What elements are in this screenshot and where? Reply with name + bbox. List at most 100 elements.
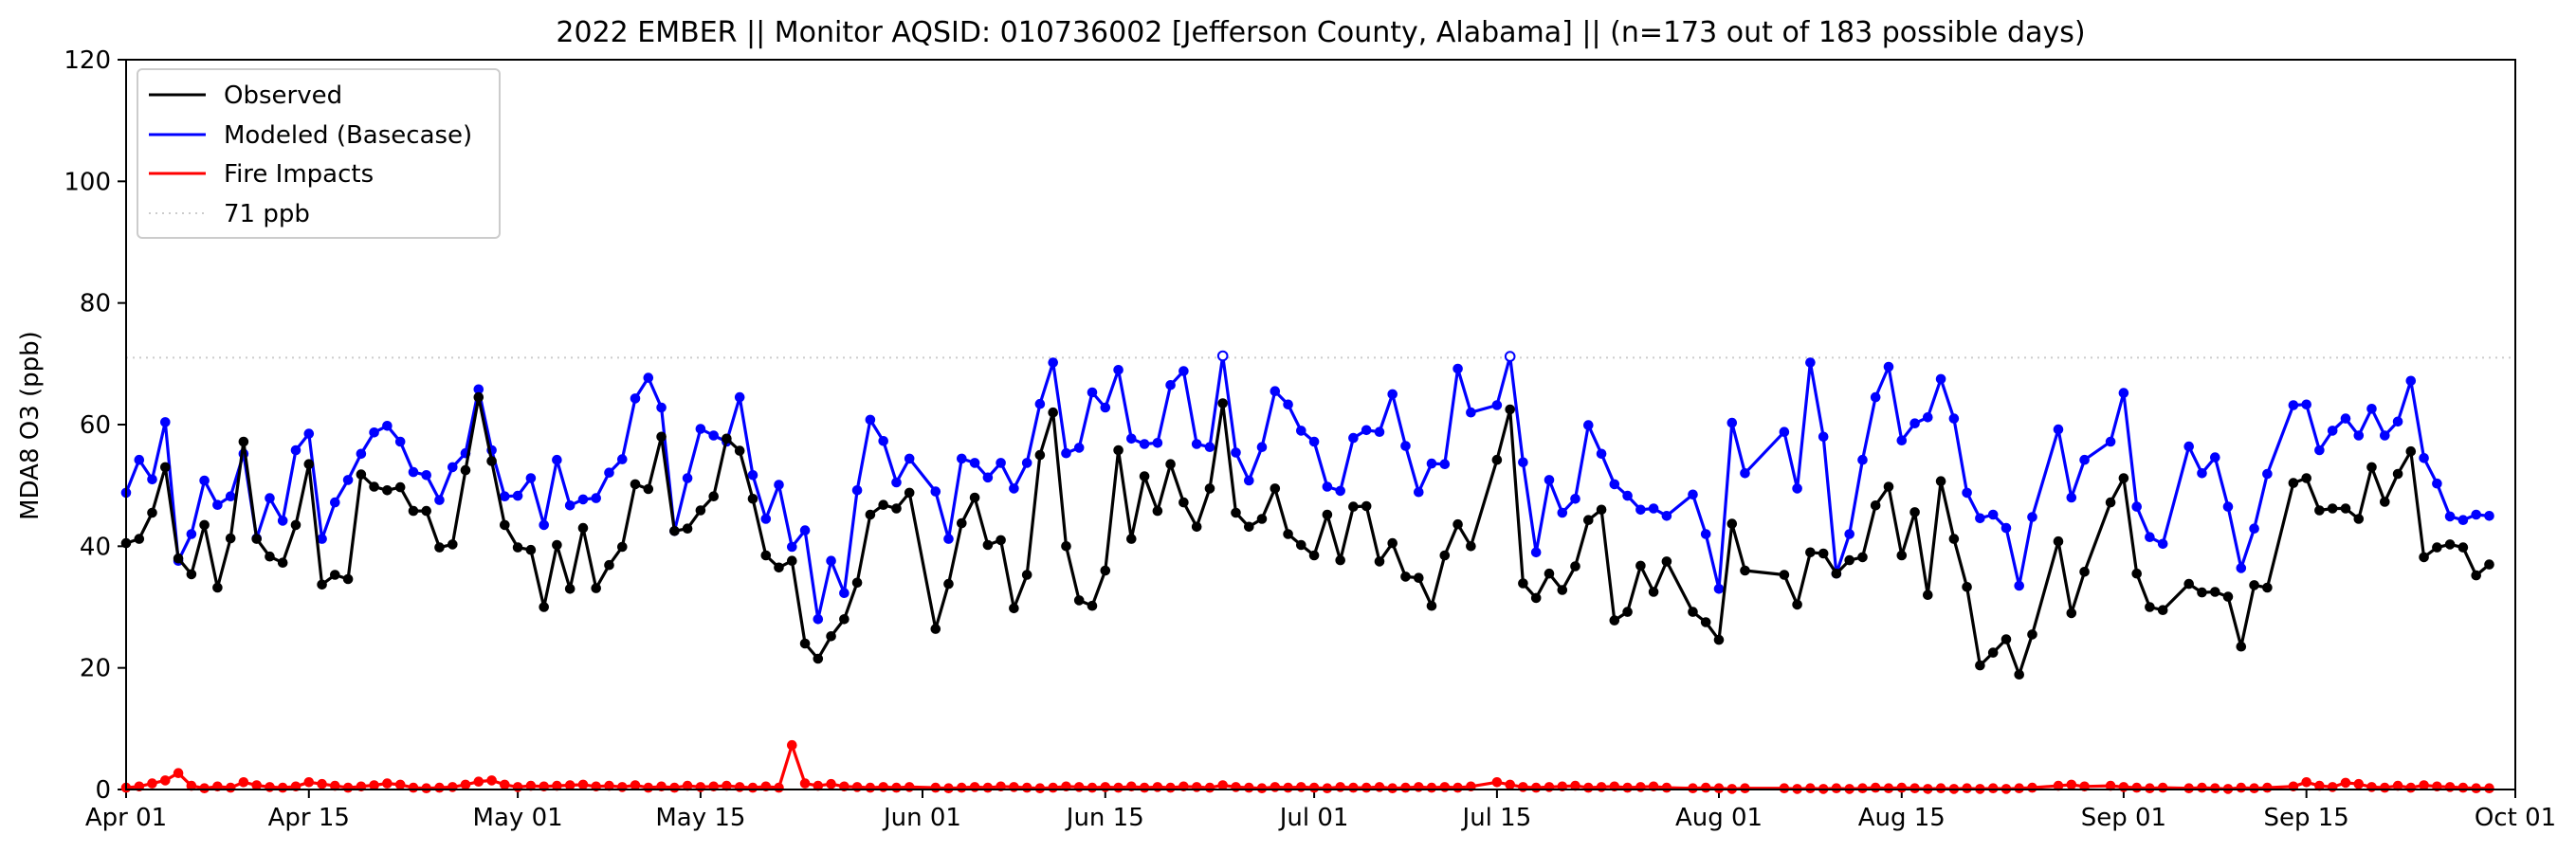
data-point-fire-impacts — [317, 778, 327, 789]
data-point-modeled-basecase — [1648, 503, 1659, 514]
data-point-modeled-basecase — [1857, 454, 1868, 465]
data-point-modeled-basecase — [1948, 413, 1960, 424]
data-point-fire-impacts — [2236, 782, 2247, 793]
data-point-observed — [434, 542, 445, 553]
data-point-observed — [1713, 634, 1725, 645]
data-point-observed — [2079, 567, 2090, 577]
data-point-modeled-basecase — [1034, 398, 1046, 409]
data-point-modeled-basecase — [708, 430, 720, 441]
data-point-observed — [1870, 500, 1881, 511]
data-point-modeled-basecase — [1896, 435, 1908, 446]
data-point-observed — [2210, 587, 2220, 597]
data-point-fire-impacts — [630, 780, 641, 790]
data-point-fire-impacts — [1361, 782, 1372, 793]
data-point-observed — [448, 539, 458, 550]
data-point-fire-impacts — [1805, 783, 1816, 794]
data-point-observed — [1844, 554, 1854, 566]
data-point-observed — [1244, 521, 1254, 533]
data-point-modeled-basecase — [2197, 468, 2207, 479]
data-point-observed — [799, 638, 811, 649]
x-tick-label: Apr 01 — [85, 804, 167, 832]
data-point-observed — [1439, 550, 1451, 561]
data-point-fire-impacts — [1491, 777, 1503, 788]
data-point-fire-impacts — [1857, 783, 1868, 794]
data-point-modeled-basecase — [2366, 404, 2377, 414]
series-observed — [120, 391, 2494, 681]
data-point-observed — [1374, 556, 1385, 567]
data-point-observed — [2157, 605, 2168, 616]
data-point-fire-impacts — [369, 780, 379, 790]
data-point-observed — [539, 602, 550, 612]
data-point-observed — [722, 433, 732, 445]
data-point-modeled-basecase — [1021, 458, 1032, 468]
data-point-observed — [1270, 483, 1281, 494]
data-point-modeled-basecase — [408, 466, 419, 478]
data-point-modeled-basecase — [813, 614, 824, 625]
data-point-fire-impacts — [1283, 782, 1293, 793]
data-point-modeled-basecase — [160, 417, 171, 427]
data-point-observed — [774, 562, 784, 573]
data-point-fire-impacts — [1870, 782, 1881, 793]
data-point-observed — [891, 503, 902, 514]
data-point-observed — [1491, 454, 1503, 465]
data-point-observed — [2236, 641, 2247, 652]
data-point-fire-impacts — [238, 777, 249, 788]
data-point-observed — [969, 492, 980, 503]
data-point-modeled-basecase — [512, 490, 523, 501]
data-point-modeled-basecase — [682, 473, 693, 483]
data-point-modeled-basecase — [1308, 436, 1320, 447]
data-point-modeled-basecase — [1452, 363, 1463, 374]
data-point-observed — [787, 555, 797, 567]
data-point-observed — [369, 481, 379, 492]
data-point-observed — [2183, 578, 2194, 590]
data-point-observed — [996, 535, 1006, 546]
data-point-observed — [813, 653, 824, 664]
data-point-observed — [1387, 537, 1398, 549]
data-point-fire-impacts — [1688, 783, 1698, 794]
data-point-modeled-basecase — [904, 453, 915, 464]
data-point-observed — [1073, 595, 1085, 606]
data-point-fire-impacts — [199, 783, 210, 794]
data-point-observed — [1700, 617, 1711, 627]
data-point-fire-impacts — [1113, 782, 1124, 793]
data-point-fire-impacts — [930, 782, 941, 793]
data-point-observed — [2145, 602, 2155, 612]
data-point-modeled-basecase — [1439, 459, 1451, 470]
data-point-fire-impacts — [1426, 782, 1437, 793]
data-point-modeled-basecase — [434, 495, 445, 505]
data-point-fire-impacts — [1883, 783, 1894, 794]
chart-title: 2022 EMBER || Monitor AQSID: 010736002 [… — [556, 16, 2085, 49]
data-point-modeled-basecase — [2405, 375, 2417, 387]
data-point-modeled-basecase — [1818, 431, 1829, 443]
data-point-modeled-basecase — [1700, 529, 1711, 539]
x-axis-ticks: Apr 01 Apr 15 May 01 May 15 Jun 01 Jun 15 Jul … — [85, 789, 2556, 832]
data-point-fire-impacts — [957, 782, 967, 793]
data-point-observed — [2405, 445, 2417, 457]
data-point-modeled-basecase — [303, 428, 315, 439]
x-tick-label: Jun 15 — [1065, 804, 1144, 832]
data-point-modeled-basecase — [1688, 489, 1698, 500]
data-point-modeled-basecase — [2327, 426, 2338, 436]
data-point-fire-impacts — [2419, 780, 2429, 790]
data-point-observed — [147, 507, 157, 518]
y-tick-label: 40 — [80, 533, 111, 561]
data-point-modeled-basecase — [1609, 479, 1620, 490]
data-point-fire-impacts — [2353, 778, 2365, 789]
data-point-modeled-basecase — [1466, 407, 1476, 418]
data-point-modeled-basecase — [539, 519, 550, 531]
data-point-modeled-basecase — [577, 494, 589, 505]
data-point-modeled-basecase — [2301, 399, 2311, 410]
data-point-observed — [1570, 561, 1580, 572]
data-point-modeled-basecase — [1400, 441, 1411, 451]
data-point-observed — [1283, 529, 1293, 539]
data-point-modeled-basecase — [1779, 426, 1790, 438]
data-point-modeled-basecase — [1335, 485, 1345, 497]
data-point-modeled-basecase — [891, 477, 902, 488]
data-point-modeled-basecase — [1061, 447, 1071, 459]
data-point-observed — [1505, 404, 1515, 415]
data-point-observed — [342, 573, 354, 585]
data-point-fire-impacts — [1165, 782, 1176, 793]
data-point-observed — [2457, 542, 2469, 553]
x-tick-label: May 15 — [655, 804, 745, 832]
data-point-modeled-basecase — [1087, 387, 1098, 398]
